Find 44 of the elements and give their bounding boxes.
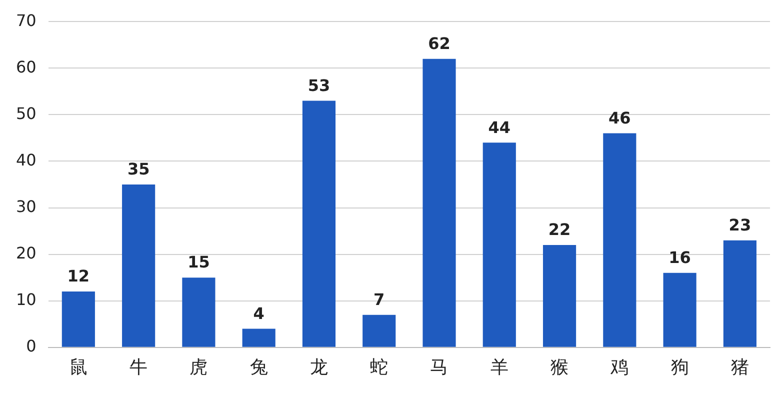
x-tick-label: 猪 bbox=[730, 356, 749, 378]
y-tick-label: 10 bbox=[16, 290, 36, 310]
bar bbox=[542, 245, 576, 347]
data-label: 53 bbox=[308, 76, 330, 95]
data-label: 46 bbox=[608, 108, 631, 128]
bar bbox=[182, 278, 216, 347]
bar bbox=[122, 184, 156, 347]
data-label: 23 bbox=[728, 216, 752, 235]
data-label: 22 bbox=[548, 220, 571, 240]
bar bbox=[482, 142, 516, 347]
bar bbox=[603, 133, 636, 347]
data-label: 12 bbox=[67, 266, 90, 286]
x-tick-label: 狗 bbox=[670, 356, 689, 378]
data-label: 44 bbox=[488, 118, 511, 137]
y-tick-label: 40 bbox=[16, 150, 36, 170]
data-label: 16 bbox=[668, 248, 691, 268]
y-tick-label: 0 bbox=[26, 336, 36, 356]
y-tick-label: 50 bbox=[16, 104, 36, 123]
bar bbox=[362, 314, 396, 347]
bar bbox=[242, 328, 276, 347]
x-tick-label: 羊 bbox=[490, 356, 508, 378]
bar bbox=[302, 100, 336, 347]
x-tick-label: 牛 bbox=[130, 356, 148, 378]
data-label: 35 bbox=[127, 160, 150, 179]
x-tick-label: 马 bbox=[430, 356, 448, 378]
data-label: 62 bbox=[428, 34, 450, 53]
x-tick-label: 虎 bbox=[190, 356, 208, 378]
data-label: 15 bbox=[188, 252, 210, 272]
data-label: 7 bbox=[374, 290, 385, 309]
y-tick-label: 30 bbox=[16, 196, 36, 216]
x-tick-label: 龙 bbox=[310, 356, 328, 378]
y-tick-label: 60 bbox=[16, 57, 36, 76]
y-tick-label: 70 bbox=[16, 10, 36, 30]
bar bbox=[723, 240, 756, 347]
x-tick-label: 蛇 bbox=[370, 356, 388, 378]
x-tick-label: 猴 bbox=[550, 356, 569, 378]
data-label: 4 bbox=[253, 304, 264, 323]
bar bbox=[663, 272, 696, 347]
x-tick-label: 鼠 bbox=[69, 356, 88, 378]
y-tick-label: 20 bbox=[16, 243, 36, 262]
bar bbox=[422, 58, 456, 347]
bar bbox=[62, 292, 95, 347]
x-tick-label: 兔 bbox=[250, 356, 268, 378]
x-tick-label: 鸡 bbox=[610, 356, 629, 378]
